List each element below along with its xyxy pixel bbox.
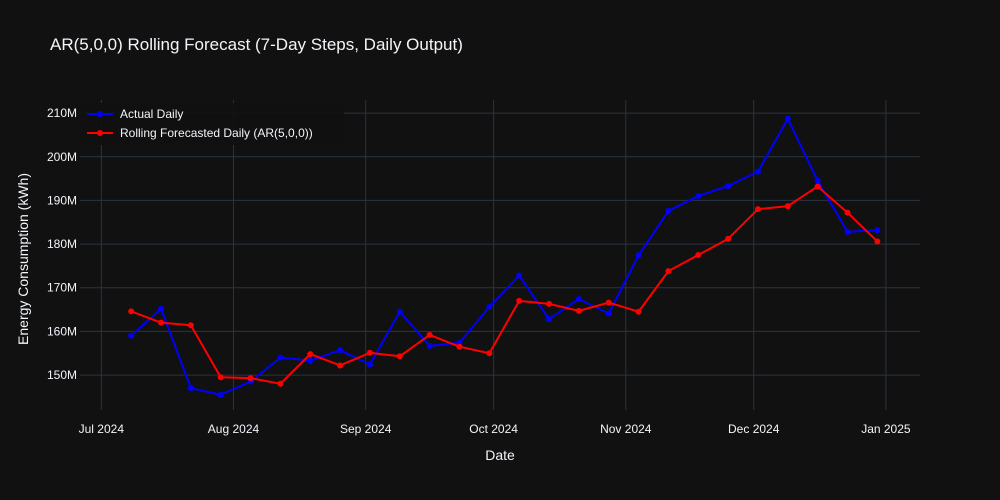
data-point-forecast[interactable] bbox=[158, 319, 165, 326]
y-tick-label: 160M bbox=[47, 324, 77, 338]
data-point-actual[interactable] bbox=[754, 168, 761, 175]
data-point-forecast[interactable] bbox=[396, 353, 403, 360]
data-point-forecast[interactable] bbox=[546, 300, 553, 307]
data-point-actual[interactable] bbox=[366, 361, 373, 368]
x-tick-label: Jan 2025 bbox=[861, 422, 911, 436]
x-tick-label: Oct 2024 bbox=[469, 422, 518, 436]
data-point-forecast[interactable] bbox=[516, 297, 523, 304]
data-point-forecast[interactable] bbox=[366, 349, 373, 356]
data-point-forecast[interactable] bbox=[307, 351, 314, 358]
legend-background bbox=[80, 103, 344, 145]
legend-item-forecast[interactable]: Rolling Forecasted Daily (AR(5,0,0)) bbox=[87, 126, 313, 140]
data-point-forecast[interactable] bbox=[605, 299, 612, 306]
x-tick-label: Aug 2024 bbox=[208, 422, 260, 436]
y-tick-label: 150M bbox=[47, 368, 77, 382]
legend-marker-actual bbox=[97, 111, 103, 117]
data-point-actual[interactable] bbox=[486, 303, 493, 310]
data-point-actual[interactable] bbox=[814, 177, 821, 184]
data-point-forecast[interactable] bbox=[814, 183, 821, 190]
data-point-forecast[interactable] bbox=[486, 350, 493, 357]
data-point-forecast[interactable] bbox=[575, 307, 582, 314]
data-point-actual[interactable] bbox=[426, 342, 433, 349]
chart-title: AR(5,0,0) Rolling Forecast (7-Day Steps,… bbox=[50, 35, 463, 54]
data-point-actual[interactable] bbox=[784, 115, 791, 122]
data-point-actual[interactable] bbox=[187, 385, 194, 392]
data-point-forecast[interactable] bbox=[187, 322, 194, 329]
data-point-forecast[interactable] bbox=[128, 308, 135, 315]
data-point-actual[interactable] bbox=[546, 316, 553, 323]
data-point-forecast[interactable] bbox=[217, 374, 224, 381]
x-tick-label: Jul 2024 bbox=[79, 422, 125, 436]
data-point-actual[interactable] bbox=[695, 193, 702, 200]
legend-label-forecast: Rolling Forecasted Daily (AR(5,0,0)) bbox=[120, 126, 313, 140]
data-point-actual[interactable] bbox=[725, 183, 732, 190]
data-point-actual[interactable] bbox=[575, 296, 582, 303]
data-point-actual[interactable] bbox=[844, 228, 851, 235]
y-tick-label: 180M bbox=[47, 237, 77, 251]
series-line-forecast bbox=[130, 185, 879, 385]
data-point-actual[interactable] bbox=[217, 391, 224, 398]
data-point-forecast[interactable] bbox=[844, 209, 851, 216]
y-tick-label: 200M bbox=[47, 150, 77, 164]
data-point-actual[interactable] bbox=[307, 357, 314, 364]
data-point-actual[interactable] bbox=[635, 252, 642, 259]
data-point-actual[interactable] bbox=[665, 207, 672, 214]
data-point-actual[interactable] bbox=[277, 354, 284, 361]
data-point-forecast[interactable] bbox=[277, 380, 284, 387]
data-point-forecast[interactable] bbox=[784, 203, 791, 210]
y-axis-title: Energy Consumption (kWh) bbox=[15, 173, 31, 345]
data-point-forecast[interactable] bbox=[665, 268, 672, 275]
legend-label-actual: Actual Daily bbox=[120, 107, 183, 121]
data-point-forecast[interactable] bbox=[426, 331, 433, 338]
x-tick-label: Nov 2024 bbox=[600, 422, 652, 436]
legend[interactable]: Actual Daily Rolling Forecasted Daily (A… bbox=[80, 103, 344, 145]
data-point-actual[interactable] bbox=[158, 305, 165, 312]
x-tick-label: Dec 2024 bbox=[728, 422, 780, 436]
data-point-actual[interactable] bbox=[516, 272, 523, 279]
y-tick-label: 210M bbox=[47, 106, 77, 120]
data-point-actual[interactable] bbox=[396, 308, 403, 315]
x-axis-title: Date bbox=[485, 447, 515, 463]
series-layer bbox=[128, 115, 881, 398]
data-point-actual[interactable] bbox=[337, 347, 344, 354]
grid bbox=[80, 100, 920, 410]
data-point-forecast[interactable] bbox=[635, 308, 642, 315]
series-line-actual bbox=[130, 117, 878, 396]
data-point-actual[interactable] bbox=[605, 310, 612, 317]
data-point-actual[interactable] bbox=[874, 227, 881, 234]
legend-item-actual[interactable]: Actual Daily bbox=[87, 107, 183, 121]
data-point-forecast[interactable] bbox=[456, 343, 463, 350]
legend-marker-forecast bbox=[97, 130, 103, 136]
data-point-actual[interactable] bbox=[128, 332, 135, 339]
data-point-forecast[interactable] bbox=[247, 375, 254, 382]
data-point-forecast[interactable] bbox=[695, 252, 702, 258]
tick-labels: 150M 160M 170M 180M 190M 200M 210M Jul 2024 Aug … bbox=[47, 106, 911, 436]
y-tick-label: 170M bbox=[47, 281, 77, 295]
data-point-forecast[interactable] bbox=[725, 235, 732, 242]
data-point-forecast[interactable] bbox=[337, 362, 344, 369]
x-tick-label: Sep 2024 bbox=[340, 422, 392, 436]
y-tick-label: 190M bbox=[47, 193, 77, 207]
data-point-forecast[interactable] bbox=[754, 206, 761, 213]
data-point-forecast[interactable] bbox=[874, 238, 881, 245]
